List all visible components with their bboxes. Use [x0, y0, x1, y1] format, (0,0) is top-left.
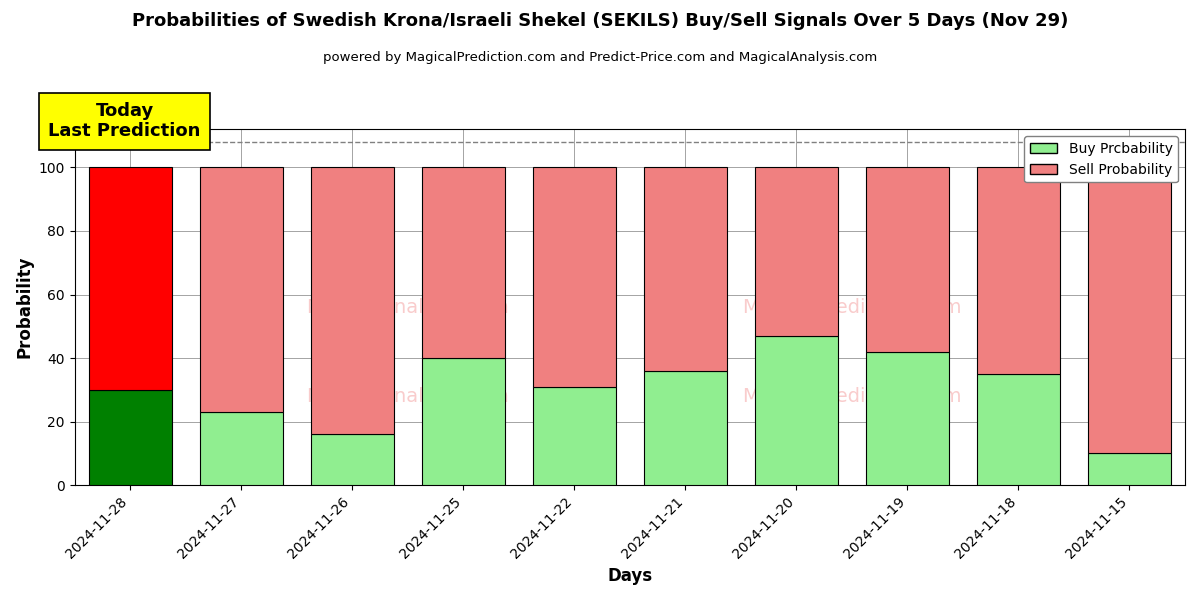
Bar — [755, 167, 838, 336]
X-axis label: Days: Days — [607, 567, 653, 585]
Bar — [643, 167, 727, 371]
Legend: Buy Prcbability, Sell Probability: Buy Prcbability, Sell Probability — [1024, 136, 1178, 182]
Bar — [865, 352, 949, 485]
Bar — [865, 167, 949, 352]
Text: Today
Last Prediction: Today Last Prediction — [48, 101, 200, 140]
Bar — [89, 167, 172, 390]
Bar — [755, 336, 838, 485]
Bar — [311, 167, 394, 434]
Text: MagicalPrediction.com: MagicalPrediction.com — [742, 298, 961, 317]
Bar — [311, 434, 394, 485]
Bar — [533, 167, 616, 386]
Bar — [421, 358, 505, 485]
Bar — [643, 371, 727, 485]
Text: powered by MagicalPrediction.com and Predict-Price.com and MagicalAnalysis.com: powered by MagicalPrediction.com and Pre… — [323, 51, 877, 64]
Bar — [977, 374, 1060, 485]
Text: MagicalAnalysis.com: MagicalAnalysis.com — [306, 298, 509, 317]
Bar — [977, 167, 1060, 374]
Bar — [1088, 167, 1171, 454]
Text: MagicalPrediction.com: MagicalPrediction.com — [742, 386, 961, 406]
Text: Probabilities of Swedish Krona/Israeli Shekel (SEKILS) Buy/Sell Signals Over 5 D: Probabilities of Swedish Krona/Israeli S… — [132, 12, 1068, 30]
Bar — [89, 390, 172, 485]
Bar — [533, 386, 616, 485]
Y-axis label: Probability: Probability — [16, 256, 34, 358]
Bar — [199, 412, 283, 485]
Bar — [421, 167, 505, 358]
Text: MagicalAnalysis.com: MagicalAnalysis.com — [306, 386, 509, 406]
Bar — [199, 167, 283, 412]
Bar — [1088, 454, 1171, 485]
